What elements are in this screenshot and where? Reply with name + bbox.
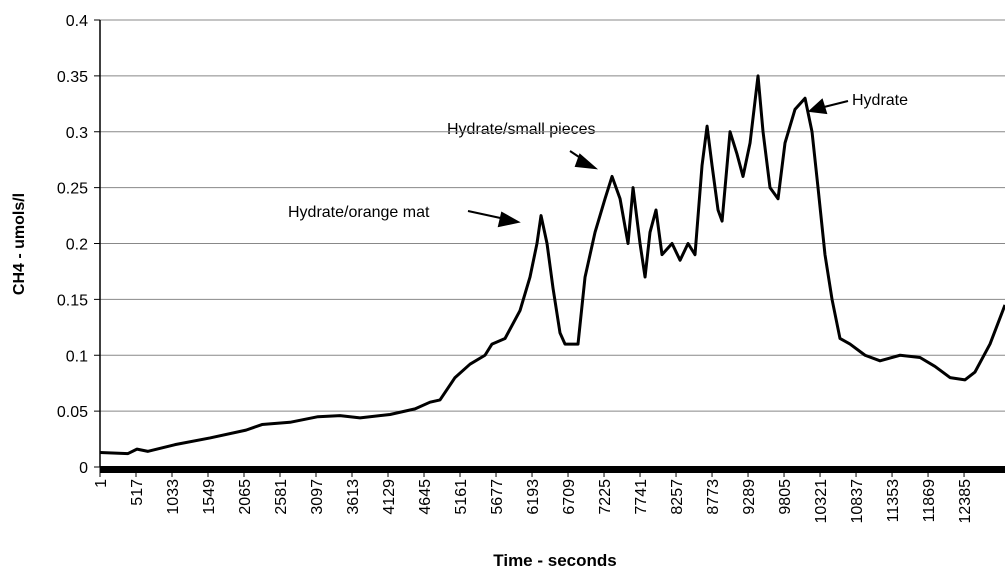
y-tick-label: 0.2 [66,237,88,254]
x-tick-label: 11353 [885,479,902,522]
annotation: Hydrate [852,92,908,109]
x-tick-label: 6193 [525,479,542,515]
x-tick-label: 8773 [705,479,722,515]
x-tick-label: 517 [129,479,146,506]
x-tick-label: 12385 [957,479,974,524]
x-tick-label: 4645 [417,479,434,515]
y-tick-label: 0 [79,460,88,477]
x-tick-label: 2065 [237,479,254,515]
x-tick-label: 10837 [849,479,866,524]
x-tick-label: 7225 [597,479,614,515]
x-tick-label: 1549 [201,479,218,515]
x-tick-label: 9289 [741,479,758,515]
x-tick-label: 1033 [165,479,182,515]
x-tick-label: 2581 [273,479,290,515]
y-tick-label: 0.4 [66,13,88,30]
x-tick-label: 8257 [669,479,686,515]
x-axis-title: Time - seconds [493,551,616,570]
y-tick-label: 0.15 [57,292,88,309]
y-tick-label: 0.05 [57,404,88,421]
y-axis-title: CH4 - umols/l [11,193,28,295]
x-tick-label: 3097 [309,479,326,515]
y-tick-label: 0.35 [57,69,88,86]
x-tick-label: 7741 [633,479,650,515]
x-axis [100,466,1005,473]
annotation: Hydrate/orange mat [288,204,430,221]
x-tick-label: 5677 [489,479,506,515]
x-tick-label: 4129 [381,479,398,515]
y-tick-label: 0.25 [57,181,88,198]
x-tick-label: 5161 [453,479,470,515]
x-tick-label: 10321 [813,479,830,524]
data-line [99,74,1005,456]
x-tick-label: 9805 [777,479,794,515]
x-tick-label: 6709 [561,479,578,515]
x-tick-label: 3613 [345,479,362,515]
y-tick-label: 0.3 [66,125,88,142]
x-tick-label: 1 [93,479,110,488]
annotation: Hydrate/small pieces [447,121,596,138]
x-tick-label: 11869 [921,479,938,522]
annotation-arrows [467,98,849,228]
y-tick-label: 0.1 [66,348,88,365]
